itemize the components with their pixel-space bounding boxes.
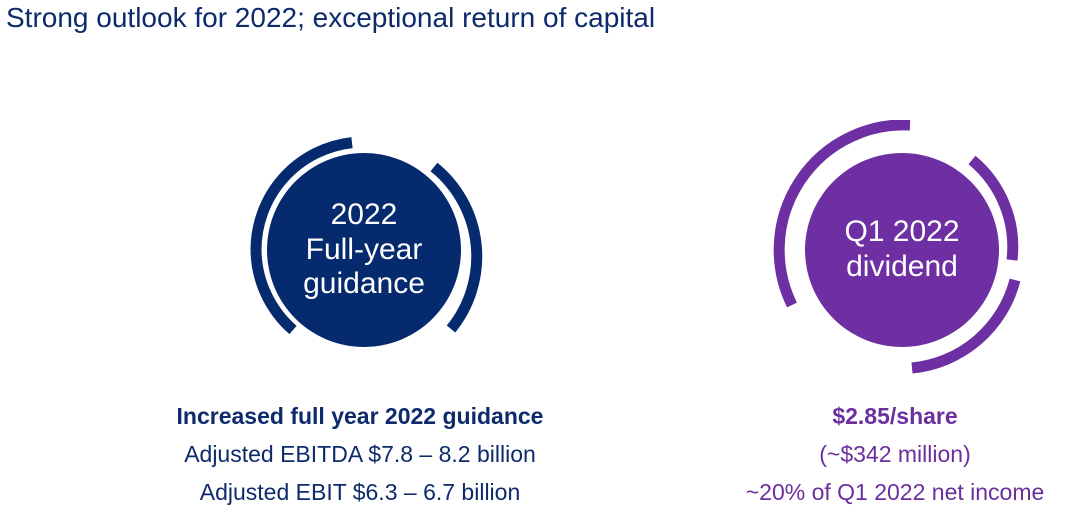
page-title: Strong outlook for 2022; exceptional ret… (6, 2, 656, 33)
guidance-arc-left (250, 137, 353, 251)
guidance-arc-left-lower (250, 249, 297, 335)
guidance-ebitda-line: Adjusted EBITDA $7.8 – 8.2 billion (184, 441, 536, 467)
dividend-arc-right-lower (911, 278, 1021, 374)
dividend-badge-label: Q1 2022 dividend (772, 215, 1032, 284)
dividend-badge-line: Q1 2022 (844, 215, 960, 248)
dividend-badge-line: dividend (846, 249, 958, 283)
guidance-badge-label: 2022 Full-year guidance (234, 198, 494, 302)
guidance-ebit-line: Adjusted EBIT $6.3 – 6.7 billion (199, 479, 521, 505)
dividend-caption: $2.85/share (~$342 million) ~20% of Q1 2… (700, 397, 1086, 511)
dividend-circle (805, 153, 999, 347)
dividend-payout-line: ~20% of Q1 2022 net income (745, 479, 1045, 505)
dividend-arc-right-upper (968, 155, 1019, 261)
guidance-badge: 2022 Full-year guidance (234, 120, 494, 380)
dividend-total-line: (~$342 million) (819, 441, 971, 467)
guidance-ring-graphic (250, 137, 483, 347)
dividend-ring-graphic (773, 120, 1021, 374)
guidance-arc-right (430, 162, 483, 333)
guidance-badge-line: Full-year (305, 232, 423, 266)
guidance-caption: Increased full year 2022 guidance Adjust… (130, 397, 590, 511)
dividend-arc-outer-left (773, 120, 911, 308)
guidance-heading: Increased full year 2022 guidance (176, 403, 544, 429)
dividend-heading: $2.85/share (832, 403, 958, 429)
dividend-badge: Q1 2022 dividend (772, 120, 1032, 380)
guidance-circle (267, 153, 461, 347)
guidance-badge-line: guidance (303, 267, 425, 300)
guidance-badge-line: 2022 (330, 198, 398, 231)
